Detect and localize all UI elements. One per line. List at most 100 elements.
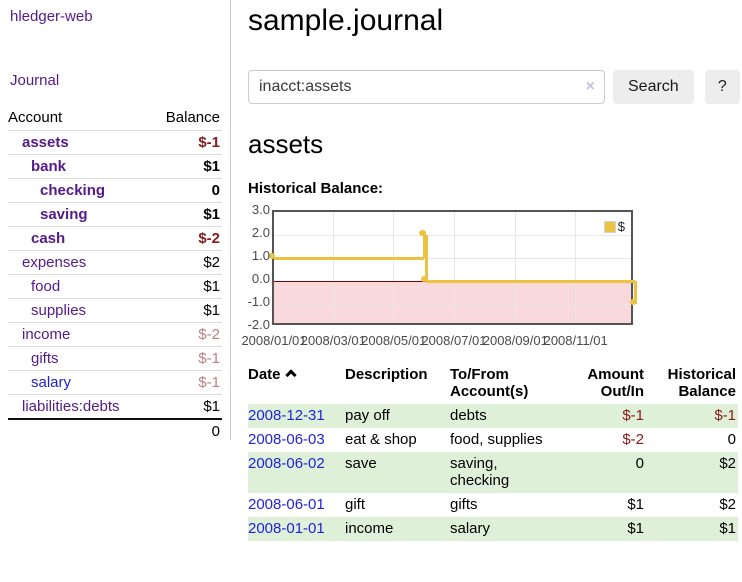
transaction-amount: 0: [635, 455, 644, 472]
transaction-balance: 0: [727, 431, 736, 448]
account-link[interactable]: checking: [40, 182, 106, 199]
account-balance: $-1: [198, 134, 220, 151]
description-column-header: Description: [345, 366, 428, 383]
transaction-description: pay off: [345, 407, 390, 424]
transaction-amount: $-2: [622, 431, 644, 448]
account-row: income $-2: [8, 322, 222, 346]
search-form: × Search ?: [248, 70, 740, 104]
account-balance: $-2: [198, 230, 220, 247]
negative-region: [274, 281, 631, 323]
x-axis-tick-label: 2008/11/01: [543, 333, 608, 348]
account-row: gifts $-1: [8, 346, 222, 370]
account-link[interactable]: expenses: [22, 254, 87, 271]
page-title: sample.journal: [248, 4, 444, 37]
account-balance: $1: [203, 398, 220, 415]
account-balance: $-1: [198, 374, 220, 391]
transaction-date-link[interactable]: 2008-12-31: [248, 407, 325, 424]
account-row: saving $1: [8, 202, 222, 226]
transaction-accounts: saving, checking: [450, 455, 510, 489]
search-input[interactable]: [249, 71, 604, 103]
legend-swatch-icon: [603, 220, 616, 233]
transaction-accounts: debts: [450, 407, 487, 424]
search-box: ×: [248, 70, 605, 104]
chart-legend: $: [603, 219, 625, 234]
y-axis-tick-label: 2.0: [251, 225, 270, 240]
transaction-balance: $-1: [714, 407, 736, 424]
transaction-row: 2008-01-01 income salary $1 $1: [248, 517, 738, 541]
transaction-accounts: food, supplies: [450, 431, 543, 448]
transaction-row: 2008-06-02 save saving, checking 0 $2: [248, 452, 738, 493]
transaction-date-link[interactable]: 2008-06-02: [248, 455, 325, 472]
transaction-description: income: [345, 520, 394, 537]
balance-column-header: Historical Balance: [667, 366, 736, 400]
account-row: assets $-1: [8, 130, 222, 154]
account-row: bank $1: [8, 154, 222, 178]
sidebar: hledger-web Journal Account Balance asse…: [0, 0, 230, 443]
transaction-row: 2008-12-31 pay off debts $-1 $-1: [248, 404, 738, 428]
balance-column-header: Balance: [165, 109, 220, 126]
transaction-amount: $-1: [622, 407, 644, 424]
y-axis-tick-label: -2.0: [247, 317, 270, 332]
account-link[interactable]: supplies: [31, 302, 87, 319]
x-axis-tick-label: 2008/05/01: [361, 333, 427, 348]
data-point-marker: [269, 253, 275, 259]
app-title-link[interactable]: hledger-web: [10, 8, 93, 25]
y-axis-tick-label: -1.0: [247, 294, 270, 309]
x-axis-tick-label: 2008/01/01: [241, 333, 307, 348]
account-row: checking 0: [8, 178, 222, 202]
total-balance: 0: [211, 423, 220, 440]
account-link[interactable]: food: [31, 278, 61, 295]
account-link[interactable]: cash: [31, 230, 66, 247]
date-column-header[interactable]: Date: [248, 364, 345, 404]
transaction-accounts: salary: [450, 520, 491, 537]
accounts-table-header: Account Balance: [8, 106, 222, 130]
x-axis-tick-label: 2008/09/01: [482, 333, 548, 348]
transaction-date-link[interactable]: 2008-06-01: [248, 496, 325, 513]
account-row: liabilities:debts $1: [8, 394, 222, 418]
data-point-marker: [630, 299, 636, 305]
account-balance: $-1: [198, 350, 220, 367]
account-row: supplies $1: [8, 298, 222, 322]
transaction-date-link[interactable]: 2008-01-01: [248, 520, 325, 537]
account-link[interactable]: salary: [31, 374, 72, 391]
accounts-total-row: 0: [8, 418, 222, 443]
account-row: food $1: [8, 274, 222, 298]
transaction-balance: $1: [719, 520, 736, 537]
account-row: salary $-1: [8, 370, 222, 394]
accounts-table: Account Balance assets $-1 bank $1 check…: [8, 106, 222, 443]
chart-title: Historical Balance:: [248, 180, 384, 197]
search-button[interactable]: Search: [613, 70, 694, 104]
transaction-description: gift: [345, 496, 366, 513]
account-balance: $1: [203, 158, 220, 175]
account-row: expenses $2: [8, 250, 222, 274]
accounts-column-header: To/From Account(s): [450, 366, 529, 400]
transaction-amount: $1: [627, 520, 644, 537]
account-link[interactable]: bank: [31, 158, 67, 175]
sidebar-item-journal[interactable]: Journal: [10, 72, 60, 89]
selected-account-heading: assets: [248, 129, 324, 159]
account-balance: $-2: [198, 326, 220, 343]
data-point-marker: [421, 276, 428, 282]
main-content: sample.journal × Search ? assets Histori…: [241, 0, 740, 541]
register-header-row: Date Description To/From Account(s) Amou…: [248, 364, 738, 404]
sort-ascending-icon: [284, 369, 297, 381]
account-link[interactable]: income: [22, 326, 71, 343]
transaction-row: 2008-06-03 eat & shop food, supplies $-2…: [248, 428, 738, 452]
y-axis-tick-label: 1.0: [251, 248, 270, 263]
help-button[interactable]: ?: [704, 70, 740, 104]
account-column-header: Account: [8, 109, 63, 126]
account-balance: 0: [211, 182, 220, 199]
account-link[interactable]: assets: [22, 134, 69, 151]
transaction-balance: $2: [719, 455, 736, 472]
register-table: Date Description To/From Account(s) Amou…: [248, 364, 738, 541]
data-point-marker: [420, 230, 427, 236]
transaction-description: save: [345, 455, 377, 472]
account-link[interactable]: liabilities:debts: [22, 398, 120, 415]
clear-search-icon[interactable]: ×: [585, 78, 595, 95]
sidebar-divider: [230, 0, 231, 440]
account-row: cash $-2: [8, 226, 222, 250]
account-link[interactable]: saving: [40, 206, 88, 223]
transaction-balance: $2: [719, 496, 736, 513]
transaction-date-link[interactable]: 2008-06-03: [248, 431, 325, 448]
account-link[interactable]: gifts: [31, 350, 59, 367]
